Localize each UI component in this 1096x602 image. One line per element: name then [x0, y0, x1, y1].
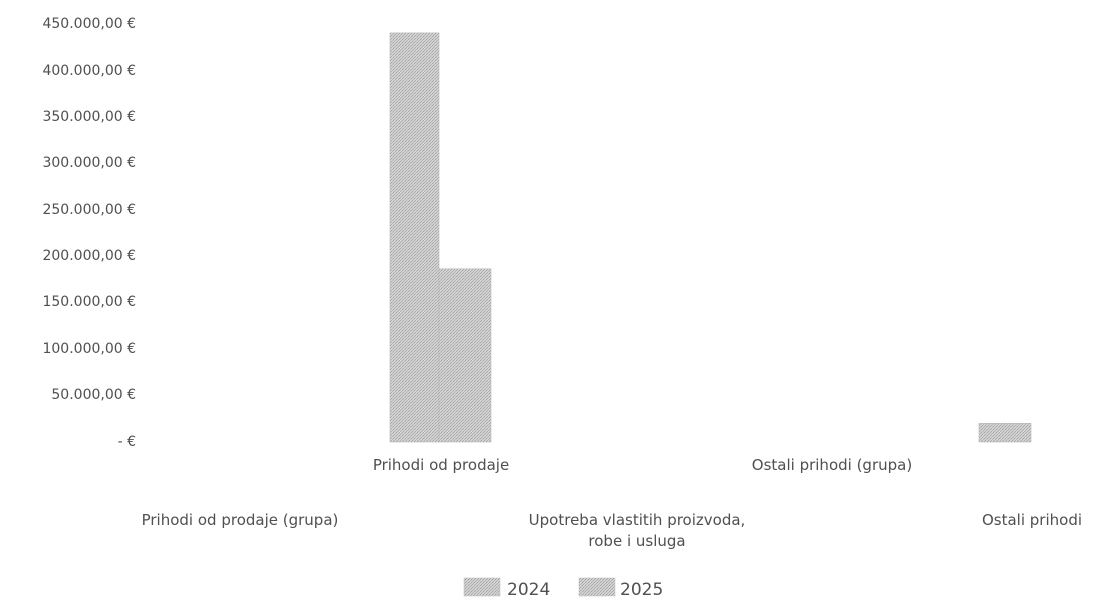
y-tick-label: 150.000,00 €	[42, 294, 136, 310]
x-axis: Prihodi od prodaje Ostali prihodi (grupa…	[142, 456, 1082, 550]
y-axis: 450.000,00 € 400.000,00 € 350.000,00 € 3…	[42, 16, 136, 450]
legend: 2024 2025	[463, 577, 663, 600]
legend-swatch-2024	[463, 577, 501, 597]
y-tick-label: 250.000,00 €	[42, 202, 136, 218]
x-category-label: Prihodi od prodaje (grupa)	[142, 511, 339, 529]
legend-label-2024: 2024	[507, 580, 550, 600]
bar-2025-1	[438, 268, 492, 443]
x-category-label: Ostali prihodi	[982, 511, 1082, 529]
x-category-label: Upotreba vlastitih proizvoda, robe i uslu…	[529, 511, 746, 550]
x-category-label: Prihodi od prodaje	[373, 456, 509, 474]
y-tick-label: 200.000,00 €	[42, 248, 136, 264]
legend-label-2025: 2025	[620, 580, 663, 600]
y-tick-label: 350.000,00 €	[42, 109, 136, 125]
bars-group	[389, 32, 1032, 443]
y-tick-label: 300.000,00 €	[42, 155, 136, 171]
y-tick-label: 50.000,00 €	[51, 387, 136, 403]
y-tick-label: 100.000,00 €	[42, 341, 136, 357]
x-category-label: Ostali prihodi (grupa)	[752, 456, 912, 474]
legend-swatch-2025	[578, 577, 616, 597]
bar-2024-1	[389, 32, 440, 443]
bar-2025-4	[978, 422, 1032, 443]
y-tick-label: 400.000,00 €	[42, 63, 136, 79]
y-tick-label: - €	[118, 434, 136, 450]
y-tick-label: 450.000,00 €	[42, 16, 136, 32]
